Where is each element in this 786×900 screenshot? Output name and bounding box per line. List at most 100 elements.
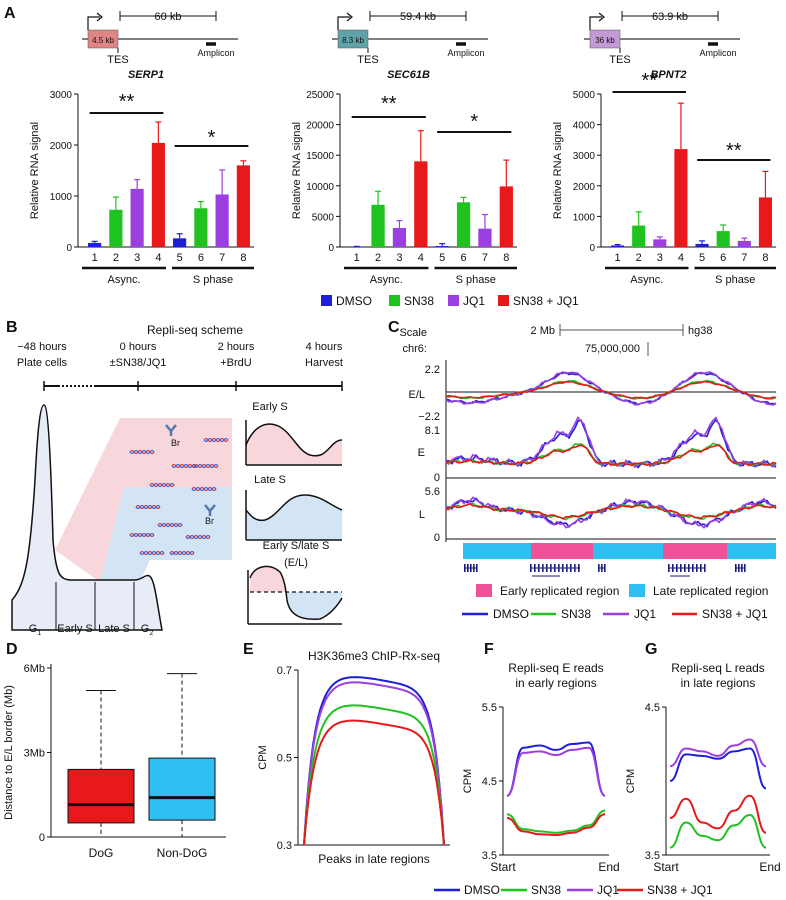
late-s-funnel: [100, 487, 232, 582]
sec61b-bar: [371, 204, 385, 247]
serp1-ytick-label-0: 0: [66, 243, 72, 254]
gene-exon: [562, 564, 564, 572]
legend-bottom-sn38-jq1-label: SN38 + JQ1: [647, 883, 713, 897]
phase-label-g1: G1: [29, 623, 42, 637]
gene-exon: [542, 564, 544, 572]
sec61b-ytick-label-3: 15000: [306, 151, 334, 162]
serp1-bar: [194, 208, 208, 247]
panelG-series-sn38-jq1: [669, 794, 767, 834]
panelG-ytick-label-1: 4.5: [645, 702, 660, 714]
timeline-time-3: 4 hours: [306, 341, 343, 353]
browser-scale-label: Scale: [399, 327, 427, 339]
track-e-jq1: [445, 416, 777, 469]
dna-strand-blue: [129, 532, 155, 538]
track-el-sn38-jq1: [445, 380, 777, 400]
track-e-ymax: 8.1: [425, 425, 440, 437]
inset-label-early-late: Early S/late S: [263, 540, 330, 552]
dna-strand-blue: [135, 504, 161, 510]
panelF-xtick-end: End: [598, 860, 619, 874]
inset-label-el: (E/L): [284, 557, 308, 569]
phase-label-late-s: Late S: [98, 623, 130, 635]
panel-a-legend: DMSO SN38 JQ1 SN38 + JQ1: [321, 294, 579, 308]
legend-c-jq1-label: JQ1: [634, 607, 656, 621]
bpnt2-bar: [716, 231, 730, 247]
sec61b-gene-size: 8.3 kb: [342, 36, 364, 45]
serp1-bar-label: 4: [155, 252, 161, 264]
legend-label-sn38-jq1: SN38 + JQ1: [513, 294, 579, 308]
dna-strand-blue: [171, 463, 197, 469]
serp1-title: SERP1: [128, 69, 164, 81]
sec61b-gene-box: [337, 29, 369, 49]
serp1-ytick-label-3: 3000: [50, 90, 73, 101]
legend-bottom-sn38-label: SN38: [531, 883, 561, 897]
boxplot-ylabel: Distance to E/L border (Mb): [3, 685, 15, 820]
region-legend-early-swatch: [476, 584, 492, 597]
panelG-ylabel: CPM: [625, 769, 637, 793]
serp1-ytick-label-2: 2000: [50, 141, 73, 152]
bpnt2-bar-label: 1: [615, 252, 621, 264]
legend-bottom-dmso-label: DMSO: [464, 883, 500, 897]
bpnt2-bar: [758, 197, 772, 247]
serp1-bar: [151, 142, 165, 247]
track-e-name: E: [418, 447, 425, 459]
gene-exon: [574, 564, 576, 572]
panelE-series-jq1: [303, 681, 445, 846]
panel-d: 0 3Mb 6Mb Distance to E/L border (Mb) DoG Non…: [3, 663, 226, 860]
bpnt2-ytick-label-1: 1000: [573, 212, 596, 223]
gene-exon: [604, 564, 606, 572]
gene-exon: [570, 564, 572, 572]
phase-label-early-s: Early S: [57, 623, 92, 635]
sec61b-bar-label: 6: [461, 252, 467, 264]
panelE-series-sn38: [303, 704, 445, 846]
legend-label-jq1: JQ1: [463, 294, 485, 308]
bpnt2-ytick-label-4: 4000: [573, 121, 596, 132]
bpnt2-bar-label: 6: [720, 252, 726, 264]
boxplot-box: [148, 757, 216, 821]
serp1-gene-size: 4.5 kb: [92, 36, 114, 45]
bpnt2-ytick-label-3: 3000: [573, 151, 596, 162]
sec61b-bar: [414, 161, 428, 247]
bpnt2-gene-box: [589, 29, 621, 49]
inset-early-s-fill: [246, 420, 342, 465]
sec61b-tss-arrowhead: [346, 12, 353, 22]
browser-coordinate: 75,000,000: [585, 343, 640, 355]
serp1-tss-arrowhead: [96, 12, 103, 22]
bpnt2-ylabel: Relative RNA signal: [552, 122, 564, 219]
inset-label-early-s: Early S: [252, 401, 287, 413]
serp1-bar-label: 6: [198, 252, 204, 264]
sec61b-amplicon-label: Amplicon: [447, 48, 484, 58]
gene-annotation-track: [464, 564, 746, 577]
inset-el-curve: [249, 565, 343, 620]
bpnt2-bar: [674, 149, 688, 247]
bpnt2-bar-label: 4: [678, 252, 684, 264]
panelF-series-sn38-jq1: [506, 813, 606, 837]
sec61b-title: SEC61B: [387, 69, 430, 81]
serp1-sig-s-label: *: [208, 127, 216, 149]
dna-strand-blue: [191, 486, 217, 492]
serp1-bar-label: 1: [92, 252, 98, 264]
track-l-ymin: 0: [434, 532, 440, 544]
serp1-gene-box: [87, 29, 119, 49]
region-legend-late-label: Late replicated region: [653, 584, 768, 598]
serp1-group-s-label: S phase: [193, 274, 233, 286]
dna-fragments: [129, 437, 229, 556]
sec61b-bar-label: 7: [482, 252, 488, 264]
gene-exon: [704, 564, 706, 572]
gene-exon: [735, 564, 737, 572]
gene-exon: [473, 564, 475, 572]
sec61b-bar-label: 3: [396, 252, 402, 264]
sec61b-bar: [435, 246, 449, 247]
legend-swatch-sn38: [389, 295, 400, 306]
sec61b-bar-label: 5: [439, 252, 445, 264]
timeline-label-1: ±SN38/JQ1: [110, 357, 167, 369]
legend-c-sn38-jq1-label: SN38 + JQ1: [702, 607, 768, 621]
bpnt2-bar-label: 5: [699, 252, 705, 264]
serp1-bar: [236, 165, 250, 247]
serp1-bar-label: 8: [240, 252, 246, 264]
sec61b-tes-label: TES: [357, 54, 378, 66]
browser-tracks: [445, 371, 777, 529]
track-l-ymax: 5.6: [425, 486, 440, 498]
track-l-jq1: [445, 496, 777, 529]
bpnt2-bar-label: 7: [741, 252, 747, 264]
